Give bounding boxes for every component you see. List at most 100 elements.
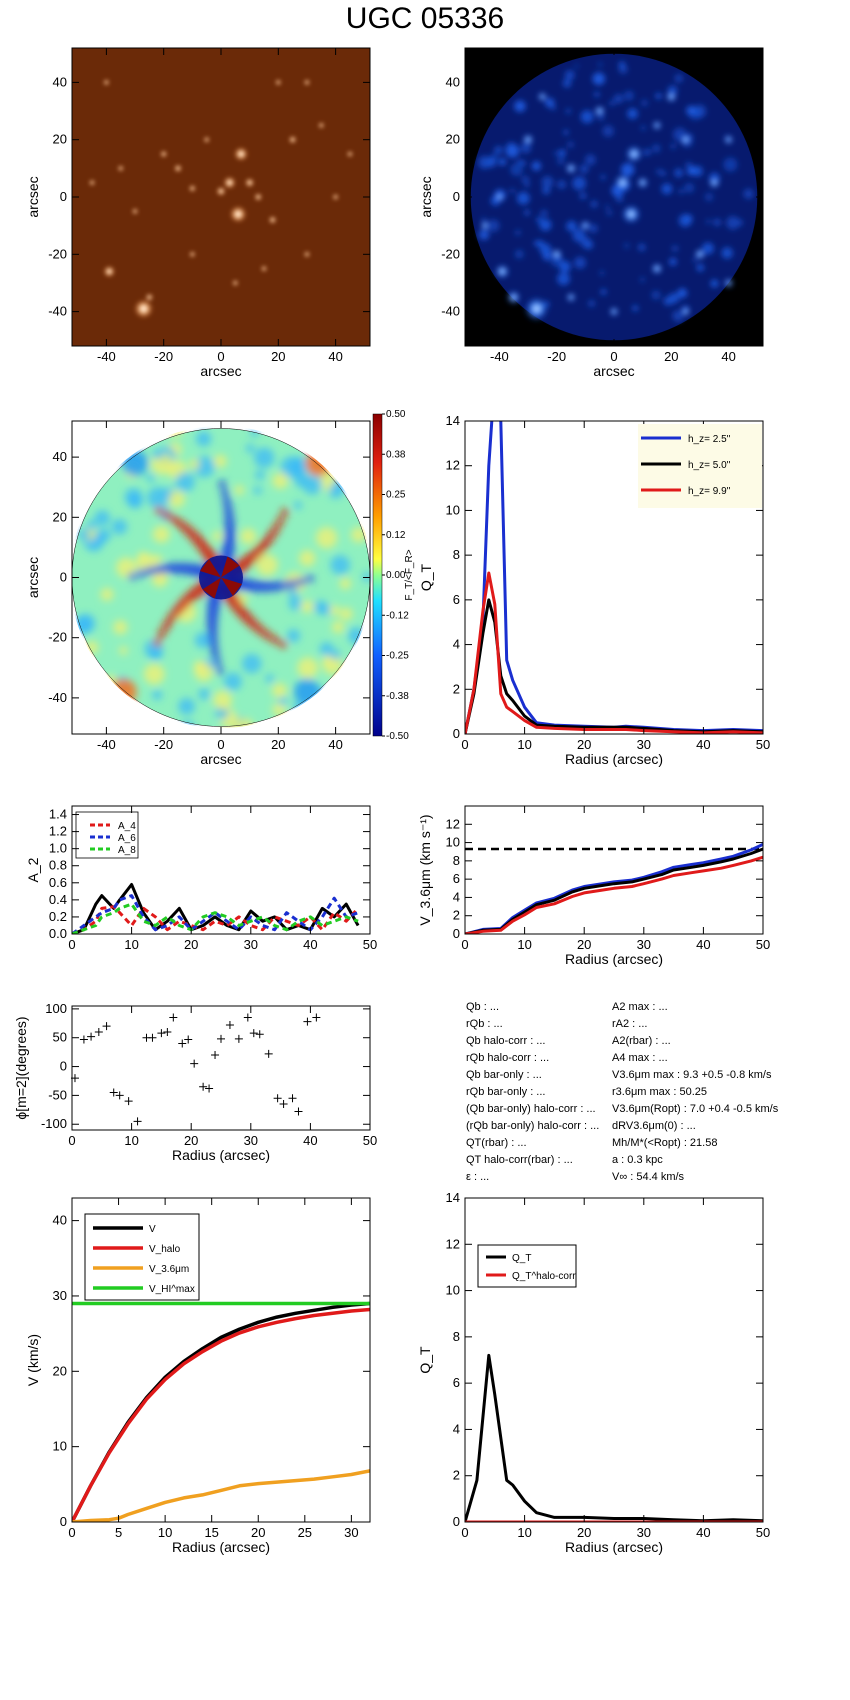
image-brown-panel: -40 -20 0 20 40 -40 -20 0 20 40 arcsec arcsec: [25, 47, 371, 379]
mottle-blob: [674, 168, 684, 178]
x-tick-label: 0: [68, 1133, 75, 1148]
y-tick-label: 0: [453, 726, 460, 741]
y-tick-label: 12: [446, 1236, 460, 1251]
x-tick-label: 50: [363, 937, 377, 952]
torque-sector: [128, 572, 137, 581]
torque-patch: [300, 600, 314, 613]
x-tick-label: 0: [610, 349, 617, 364]
data-point: [184, 1035, 193, 1044]
source-blob: [103, 79, 110, 86]
y-axis-label: ϕ[m=2](degrees): [13, 1016, 29, 1119]
y-tick-label: 0.4: [49, 892, 67, 907]
series-layer: [465, 843, 763, 934]
mottle-blob: [710, 279, 719, 288]
mottle-layer: [478, 61, 754, 322]
x-tick-label: 50: [756, 737, 770, 752]
torque-sector: [162, 510, 172, 520]
torque-sector: [170, 515, 180, 525]
torque-patch: [198, 688, 210, 700]
torque-patch: [147, 486, 170, 509]
parameter-left: rQb bar-only : ...: [466, 1086, 545, 1098]
torque-patch: [253, 447, 275, 468]
plot-frame: [464, 1197, 764, 1523]
legend-label: A_6: [118, 833, 136, 844]
parameter-left: QT(rbar) : ...: [466, 1137, 527, 1149]
plot-frame: [71, 1005, 371, 1131]
torque-patch: [278, 696, 288, 706]
y-tick-label: -40: [48, 304, 67, 319]
source-blob: [480, 220, 491, 231]
mottle-blob: [536, 216, 542, 223]
torque-sector: [161, 621, 171, 631]
data-point: [148, 1033, 157, 1042]
mottle-blob: [600, 174, 606, 180]
colorbar-label: F_T/<F_R>: [404, 549, 415, 600]
torque-sector: [223, 506, 234, 517]
data-point: [279, 1100, 288, 1109]
source-blob: [566, 292, 577, 303]
mottle-blob: [706, 219, 711, 224]
torque-sector: [247, 618, 259, 630]
mottle-blob: [572, 176, 587, 191]
torque-patch: [339, 577, 352, 590]
fourier-amplitudes-panel: 0 10 20 30 40 50 0.0 0.2 0.4 0.6 0.8 1.0 1.2 1.4 A_2 A_…: [25, 805, 377, 952]
parameter-left: QT halo-corr(rbar) : ...: [466, 1154, 573, 1166]
source-blob: [133, 298, 154, 319]
x-axis-label: Radius (arcsec): [565, 751, 663, 767]
mottle-blob: [641, 125, 646, 130]
colorbar-tick-label: 0.50: [386, 409, 406, 420]
qt-profile-panel: 0 10 20 30 40 50 0 2 4 6 8 10 12 14 Radius (arcsec) Q_T…: [418, 413, 770, 767]
data-point: [79, 1035, 88, 1044]
source-blob: [593, 105, 606, 118]
source-blob: [665, 90, 678, 103]
y-tick-label: -40: [48, 690, 67, 705]
x-tick-label: 50: [756, 937, 770, 952]
torque-sector: [208, 638, 219, 649]
source-blob: [621, 204, 642, 225]
qt-halo-panel: 0 10 20 30 40 50 0 2 4 6 8 10 12 14 Radius (arcsec) Q_T…: [417, 1190, 770, 1555]
y-tick-label: 14: [446, 1190, 460, 1205]
torque-sector: [183, 525, 195, 537]
mottle-blob: [726, 216, 740, 230]
mottle-blob: [478, 229, 490, 241]
center-red-sector: [200, 559, 221, 578]
y-tick-label: 100: [45, 1001, 67, 1016]
mottle-blob: [489, 153, 498, 163]
x-axis-label: arcsec: [200, 363, 241, 379]
mottle-blob: [524, 209, 530, 216]
parameter-right: V3.6μm max : 9.3 +0.5 -0.8 km/s: [612, 1069, 772, 1081]
x-tick-label: 0: [68, 1525, 75, 1540]
torque-patch: [127, 494, 143, 509]
parameter-right: a : 0.3 kpc: [612, 1154, 663, 1166]
parameter-left: ε : ...: [466, 1171, 489, 1183]
data-point: [264, 1049, 273, 1058]
mottle-blob: [721, 247, 733, 259]
torque-patch: [293, 678, 320, 705]
series-line: [465, 571, 763, 734]
data-point: [190, 1059, 199, 1068]
torque-patch: [293, 501, 303, 510]
x-tick-label: 25: [298, 1525, 312, 1540]
x-axis-label: arcsec: [593, 363, 634, 379]
torque-patch: [287, 587, 299, 599]
parameter-right: rA2 : ...: [612, 1018, 647, 1030]
torque-patch: [178, 698, 196, 715]
y-axis-label: arcsec: [25, 557, 41, 598]
mottle-blob: [564, 70, 575, 81]
data-point: [157, 1029, 166, 1038]
colorbar-tick-label: -0.50: [386, 731, 409, 742]
x-tick-label: 10: [124, 1133, 138, 1148]
legend-box: [75, 811, 139, 859]
x-tick-label: -20: [547, 349, 566, 364]
torque-patch: [331, 621, 345, 634]
legend-label: h_z= 5.0'': [688, 460, 731, 471]
y-tick-label: 6: [453, 1375, 460, 1390]
colorbar: [372, 413, 383, 737]
y-tick-label: 0: [453, 189, 460, 204]
parameter-right: A4 max : ...: [612, 1052, 668, 1064]
colorbar-tick-label: -0.12: [386, 610, 409, 621]
x-tick-label: 40: [328, 737, 342, 752]
torque-patch: [137, 551, 147, 562]
y-tick-label: 8: [453, 1329, 460, 1344]
series-line: [72, 1469, 370, 1522]
